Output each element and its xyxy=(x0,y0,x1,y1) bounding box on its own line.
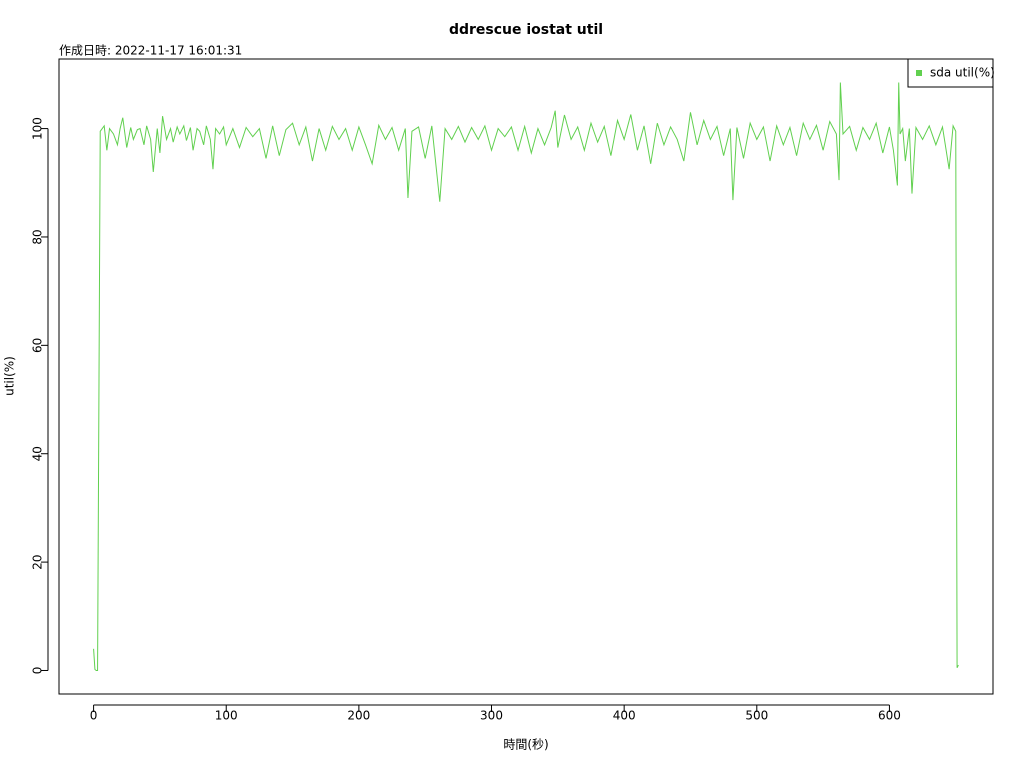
plot-frame xyxy=(58,58,994,695)
x-tick-label: 0 xyxy=(90,709,98,723)
legend-box xyxy=(907,58,994,88)
legend-swatch xyxy=(916,70,922,76)
x-tick-label: 300 xyxy=(480,709,503,723)
x-tick-label: 100 xyxy=(215,709,238,723)
y-tick-label: 40 xyxy=(31,446,45,461)
y-tick-label: 60 xyxy=(31,338,45,353)
x-tick-label: 200 xyxy=(347,709,370,723)
y-axis-label: util(%) xyxy=(3,356,17,396)
x-tick-label: 500 xyxy=(745,709,768,723)
data-line xyxy=(93,82,959,671)
chart-subtitle: 作成日時: 2022-11-17 16:01:31 xyxy=(59,44,242,58)
legend-label: sda util(%) xyxy=(930,66,995,80)
chart-title: ddrescue iostat util xyxy=(449,22,603,38)
y-tick-label: 100 xyxy=(31,117,45,140)
y-tick-label: 80 xyxy=(31,229,45,244)
x-tick-label: 400 xyxy=(613,709,636,723)
x-axis-label: 時間(秒) xyxy=(503,738,548,752)
y-tick-label: 20 xyxy=(31,554,45,569)
y-tick-label: 0 xyxy=(31,667,45,675)
x-tick-label: 600 xyxy=(878,709,901,723)
